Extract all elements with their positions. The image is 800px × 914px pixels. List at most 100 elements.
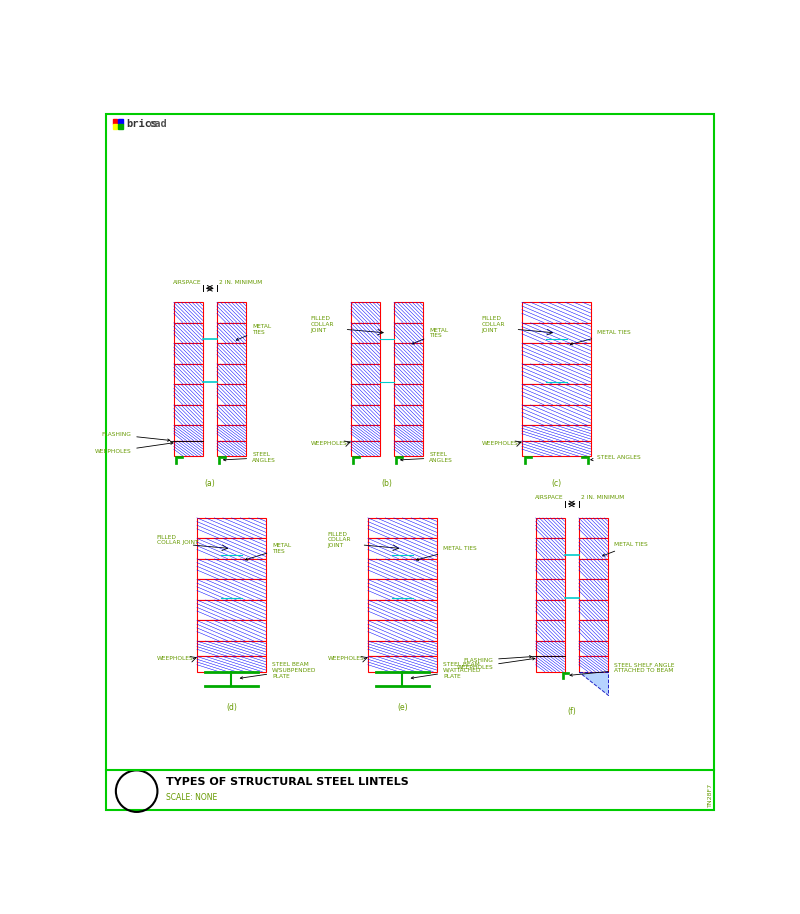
- Bar: [197, 656, 266, 672]
- Bar: [535, 558, 565, 579]
- Text: FILLED
COLLAR JOINT: FILLED COLLAR JOINT: [157, 535, 198, 546]
- Text: METAL TIES: METAL TIES: [570, 331, 631, 345]
- Text: 2 IN. MINIMUM: 2 IN. MINIMUM: [219, 281, 262, 285]
- Bar: [368, 621, 437, 641]
- Bar: [174, 344, 203, 364]
- Text: FILLED
COLLAR
JOINT: FILLED COLLAR JOINT: [482, 316, 505, 333]
- Bar: [578, 656, 608, 672]
- Bar: [368, 538, 437, 558]
- Bar: [113, 119, 118, 123]
- Text: FILLED
COLLAR
JOINT: FILLED COLLAR JOINT: [310, 316, 334, 333]
- Bar: [394, 323, 423, 344]
- Bar: [197, 538, 266, 558]
- Bar: [394, 303, 423, 323]
- Bar: [368, 558, 437, 579]
- Text: WEEPHOLES: WEEPHOLES: [94, 442, 173, 454]
- Bar: [217, 425, 246, 441]
- Bar: [368, 656, 437, 672]
- Bar: [350, 303, 380, 323]
- Polygon shape: [578, 672, 608, 695]
- Bar: [535, 600, 565, 621]
- Bar: [174, 425, 203, 441]
- Bar: [350, 441, 380, 456]
- Text: (f): (f): [567, 707, 576, 717]
- Bar: [197, 558, 266, 579]
- Bar: [368, 517, 437, 538]
- Bar: [535, 579, 565, 600]
- Bar: [217, 303, 246, 323]
- Text: WEEPHOLES: WEEPHOLES: [482, 441, 518, 446]
- Bar: [118, 124, 122, 129]
- Polygon shape: [395, 456, 403, 464]
- Bar: [350, 425, 380, 441]
- Bar: [217, 384, 246, 405]
- Polygon shape: [581, 456, 589, 464]
- Text: FLASHING: FLASHING: [463, 655, 532, 663]
- Bar: [522, 344, 591, 364]
- Bar: [197, 517, 266, 538]
- Text: AIRSPACE: AIRSPACE: [534, 494, 563, 500]
- Bar: [118, 119, 122, 123]
- Bar: [197, 600, 266, 621]
- Text: TYPES OF STRUCTURAL STEEL LINTELS: TYPES OF STRUCTURAL STEEL LINTELS: [166, 777, 409, 787]
- Bar: [578, 517, 608, 538]
- Text: (d): (d): [226, 703, 237, 712]
- Bar: [394, 441, 423, 456]
- Bar: [578, 558, 608, 579]
- Text: WEEPHOLES: WEEPHOLES: [328, 656, 364, 661]
- Text: METAL TIES: METAL TIES: [602, 542, 648, 556]
- Bar: [217, 364, 246, 384]
- Text: TN28F7: TN28F7: [708, 783, 713, 807]
- Text: cad: cad: [148, 120, 167, 129]
- Text: FLASHING: FLASHING: [102, 432, 170, 441]
- Text: METAL TIES: METAL TIES: [416, 546, 477, 560]
- Text: METAL
TIES: METAL TIES: [236, 324, 271, 340]
- Text: STEEL
ANGLES: STEEL ANGLES: [401, 452, 453, 463]
- Bar: [217, 344, 246, 364]
- Text: FILLED
COLLAR
JOINT: FILLED COLLAR JOINT: [328, 532, 351, 548]
- Text: SCALE: NONE: SCALE: NONE: [166, 792, 217, 802]
- Text: brics: brics: [126, 120, 158, 129]
- Text: METAL
TIES: METAL TIES: [246, 543, 291, 560]
- Bar: [350, 323, 380, 344]
- Bar: [578, 641, 608, 656]
- Bar: [522, 384, 591, 405]
- Text: STEEL
ANGLES: STEEL ANGLES: [223, 452, 276, 463]
- Bar: [174, 303, 203, 323]
- Bar: [522, 323, 591, 344]
- Bar: [217, 323, 246, 344]
- Bar: [535, 538, 565, 558]
- Bar: [394, 384, 423, 405]
- Bar: [350, 344, 380, 364]
- Bar: [394, 425, 423, 441]
- Bar: [578, 621, 608, 641]
- Bar: [174, 323, 203, 344]
- Bar: [368, 641, 437, 656]
- Polygon shape: [524, 456, 532, 464]
- Bar: [535, 656, 565, 672]
- Bar: [394, 344, 423, 364]
- Text: STEEL BEAM
W/SUBPENDED
PLATE: STEEL BEAM W/SUBPENDED PLATE: [240, 662, 317, 679]
- Bar: [197, 621, 266, 641]
- Text: WEEPHOLES: WEEPHOLES: [310, 441, 347, 446]
- Bar: [197, 641, 266, 656]
- Bar: [174, 441, 203, 456]
- Bar: [522, 303, 591, 323]
- Text: 2 IN. MINIMUM: 2 IN. MINIMUM: [581, 494, 624, 500]
- Text: (e): (e): [397, 703, 408, 712]
- Bar: [368, 600, 437, 621]
- Bar: [578, 579, 608, 600]
- Text: WEEPHOLES: WEEPHOLES: [157, 656, 194, 661]
- Bar: [535, 517, 565, 538]
- Text: METAL
TIES: METAL TIES: [412, 327, 448, 344]
- Text: STEEL SHELF ANGLE
ATTACHED TO BEAM: STEEL SHELF ANGLE ATTACHED TO BEAM: [570, 663, 674, 676]
- Bar: [394, 364, 423, 384]
- Polygon shape: [562, 672, 570, 679]
- Bar: [522, 441, 591, 456]
- Bar: [217, 405, 246, 425]
- Text: WEEPHOLES: WEEPHOLES: [457, 658, 535, 670]
- Bar: [522, 405, 591, 425]
- Bar: [174, 405, 203, 425]
- Bar: [350, 364, 380, 384]
- Text: (a): (a): [205, 479, 215, 488]
